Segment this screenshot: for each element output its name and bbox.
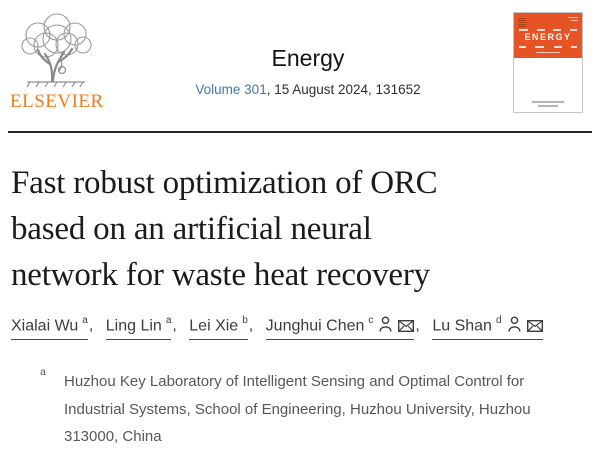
affiliation-text: Huzhou Key Laboratory of Intelligent Sen… xyxy=(64,373,531,445)
person-icon[interactable] xyxy=(379,316,392,333)
publisher-name: ELSEVIER xyxy=(10,91,104,112)
author-lu-shan[interactable]: Lu Shan d xyxy=(432,315,543,341)
cover-journal-title: ENERGY xyxy=(524,32,572,42)
author-lei-xie[interactable]: Lei Xie b xyxy=(189,315,248,341)
affiliation-sup: a xyxy=(82,315,88,326)
cover-orange-band: ENERGY xyxy=(514,13,582,58)
article-title: Fast robust optimization of ORC based on… xyxy=(11,160,438,298)
author-junghui-chen[interactable]: Junghui Chen c xyxy=(265,315,415,341)
affiliation-sup: d xyxy=(495,315,502,326)
person-icon[interactable] xyxy=(508,316,521,333)
volume-link[interactable]: Volume 301 xyxy=(195,82,267,97)
journal-cover-thumbnail[interactable]: ENERGY xyxy=(513,12,583,113)
envelope-icon[interactable] xyxy=(526,320,543,333)
header-divider xyxy=(8,131,592,133)
affiliation-sup: b xyxy=(242,315,248,326)
cover-logo-mark xyxy=(518,17,526,27)
article-title-line: network for waste heat recovery xyxy=(11,257,430,293)
article-title-line: Fast robust optimization of ORC xyxy=(11,165,438,201)
author-xialai-wu[interactable]: Xialai Wu a xyxy=(11,315,88,341)
author-list: Xialai Wu a, Ling Lin a, Lei Xie b, Junghui… xyxy=(11,315,543,341)
journal-info: Energy Volume 301, 15 August 2024, 13165… xyxy=(195,44,420,97)
volume-line: Volume 301, 15 August 2024, 131652 xyxy=(195,82,420,97)
affiliation-marker: a xyxy=(40,366,46,378)
affiliation-sup: c xyxy=(368,315,374,326)
elsevier-logo[interactable]: ELSEVIER xyxy=(10,12,110,113)
article-title-line: based on an artificial neural xyxy=(11,211,372,247)
journal-name-link[interactable]: Energy xyxy=(271,45,345,71)
issue-info: , 15 August 2024, 131652 xyxy=(266,82,421,97)
affiliation-sup: a xyxy=(165,315,172,326)
author-ling-lin[interactable]: Ling Lin a xyxy=(105,315,172,341)
elsevier-tree-icon xyxy=(21,13,92,88)
envelope-icon[interactable] xyxy=(398,320,415,333)
journal-header: ELSEVIER Energy Volume 301, 15 August 20… xyxy=(0,0,600,133)
